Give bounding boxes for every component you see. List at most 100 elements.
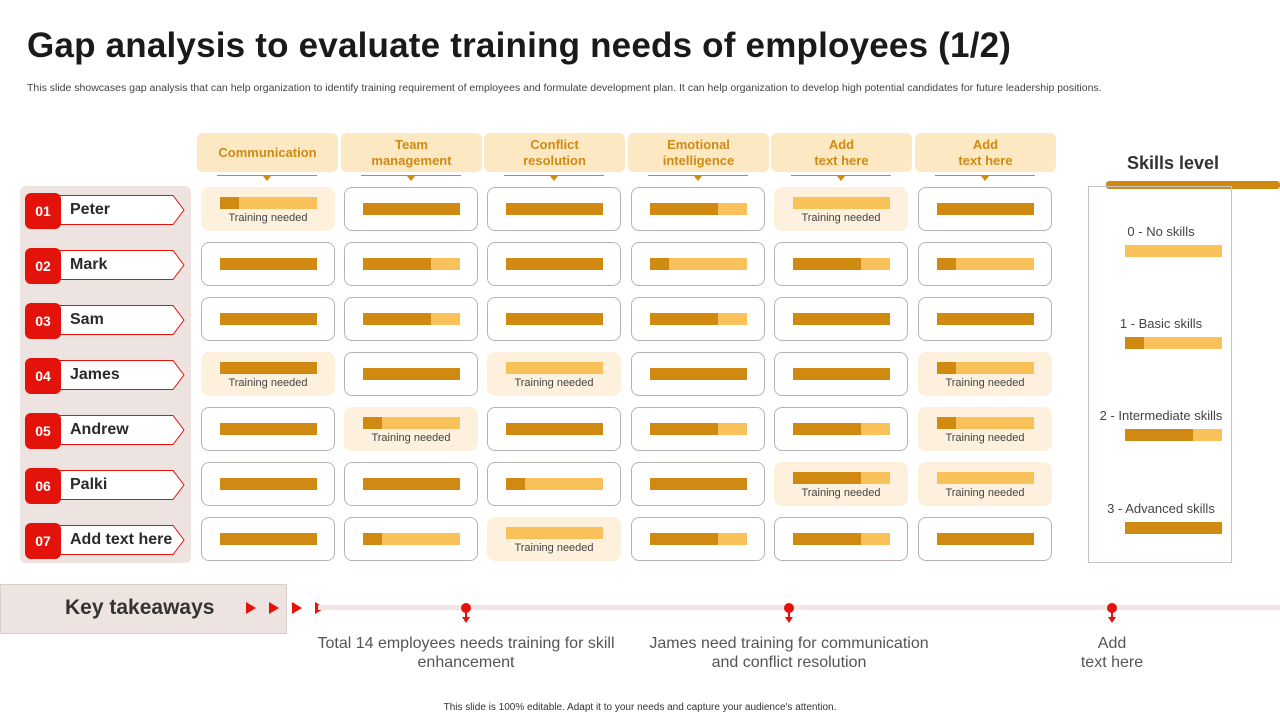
skill-level-bar <box>650 478 747 490</box>
skill-level-fill <box>506 423 603 435</box>
skill-level-bar <box>793 423 890 435</box>
skill-level-fill <box>650 258 669 270</box>
column-header-underline <box>217 175 317 176</box>
skill-level-bar <box>363 417 460 429</box>
employee-name: Mark <box>70 256 108 273</box>
skill-level-fill <box>506 478 525 490</box>
skill-level-bar <box>650 313 747 325</box>
skill-level-fill <box>937 313 1034 325</box>
employee-number-badge: 05 <box>25 413 61 449</box>
chevron-down-icon <box>263 176 271 181</box>
skill-level-fill <box>220 258 317 270</box>
skill-level-bar <box>220 313 317 325</box>
column-header: Emotional intelligence <box>628 133 769 172</box>
skill-level-bar <box>220 423 317 435</box>
chevron-down-icon <box>837 176 845 181</box>
skill-level-fill <box>937 417 956 429</box>
skill-level-sample-bar <box>1125 337 1222 349</box>
skill-level-bar <box>793 533 890 545</box>
skill-level-sample-bar <box>1125 245 1222 257</box>
training-needed-label: Training needed <box>945 432 1025 444</box>
timeline-pin-stem <box>465 611 467 619</box>
skill-level-bar <box>937 258 1034 270</box>
skill-level-bar <box>937 472 1034 484</box>
skill-level-bar <box>937 362 1034 374</box>
skill-level-fill <box>363 203 460 215</box>
arrow-right-icon <box>246 602 256 614</box>
skill-level-fill <box>220 362 317 374</box>
skill-level-bar <box>506 527 603 539</box>
skill-level-bar <box>937 417 1034 429</box>
arrow-right-icon <box>269 602 279 614</box>
training-needed-label: Training needed <box>801 212 881 224</box>
skill-level-fill <box>650 423 718 435</box>
employee-row-label: 06 Palki <box>25 468 185 504</box>
training-needed-label: Training needed <box>514 542 594 554</box>
employee-name: Peter <box>70 201 111 218</box>
employee-row-label: 02 Mark <box>25 248 185 284</box>
skill-level-fill <box>506 203 603 215</box>
skill-level-bar <box>506 423 603 435</box>
employee-number-badge: 01 <box>25 193 61 229</box>
training-needed-label: Training needed <box>371 432 451 444</box>
skill-level-fill <box>506 258 603 270</box>
key-takeaways-box <box>0 584 287 634</box>
takeaway-text: James need training for communication an… <box>649 635 929 671</box>
skill-level-fill <box>220 197 239 209</box>
takeaway-text: Total 14 employees needs training for sk… <box>317 635 615 671</box>
skill-cell <box>487 517 621 561</box>
skill-level-fill <box>363 478 460 490</box>
skill-level-bar <box>650 533 747 545</box>
column-header: Conflict resolution <box>484 133 625 172</box>
skill-level-bar <box>506 478 603 490</box>
skill-level-bar <box>650 423 747 435</box>
skill-level-bar <box>937 533 1034 545</box>
skill-cell <box>918 462 1052 506</box>
skill-level-sample-fill <box>1125 522 1222 534</box>
skill-level-bar <box>363 258 460 270</box>
skill-level-fill <box>650 478 747 490</box>
skill-level-label: 0 - No skills <box>1127 224 1195 239</box>
skill-level-fill <box>650 203 718 215</box>
timeline-pin-tip <box>785 617 793 623</box>
skill-level-bar <box>506 258 603 270</box>
skill-level-bar <box>937 313 1034 325</box>
skill-level-fill <box>793 472 861 484</box>
column-header-underline <box>361 175 461 176</box>
training-needed-label: Training needed <box>945 377 1025 389</box>
employee-number-badge: 02 <box>25 248 61 284</box>
timeline-pin-icon <box>784 603 794 613</box>
column-header: Add text here <box>915 133 1056 172</box>
skill-level-bar <box>363 313 460 325</box>
employee-row-label: 01 Peter <box>25 193 185 229</box>
skill-cell <box>201 352 335 396</box>
skill-level-fill <box>363 258 431 270</box>
takeaway-text: Add text here <box>1080 635 1144 671</box>
skill-level-fill <box>220 533 317 545</box>
skill-level-bar <box>220 478 317 490</box>
skill-cell <box>918 352 1052 396</box>
employee-row-label: 07 Add text here <box>25 523 185 559</box>
skill-level-fill <box>220 423 317 435</box>
skill-level-bar <box>650 258 747 270</box>
skill-level-fill <box>363 417 382 429</box>
column-header-underline <box>504 175 604 176</box>
skill-level-bar <box>220 258 317 270</box>
key-takeaways-title: Key takeaways <box>65 596 215 619</box>
skill-level-bar <box>363 533 460 545</box>
column-header-underline <box>648 175 748 176</box>
employee-name: Andrew <box>70 421 129 438</box>
employee-name: James <box>70 366 120 383</box>
skill-level-bar <box>363 478 460 490</box>
column-header: Add text here <box>771 133 912 172</box>
chevron-down-icon <box>550 176 558 181</box>
skill-level-bar <box>793 472 890 484</box>
timeline-pin-stem <box>1111 611 1113 619</box>
column-header-underline <box>935 175 1035 176</box>
employee-row-label: 05 Andrew <box>25 413 185 449</box>
timeline-pin-icon <box>461 603 471 613</box>
skill-cell <box>201 187 335 231</box>
chevron-down-icon <box>694 176 702 181</box>
skill-level-bar <box>793 197 890 209</box>
timeline-pin-tip <box>1108 617 1116 623</box>
